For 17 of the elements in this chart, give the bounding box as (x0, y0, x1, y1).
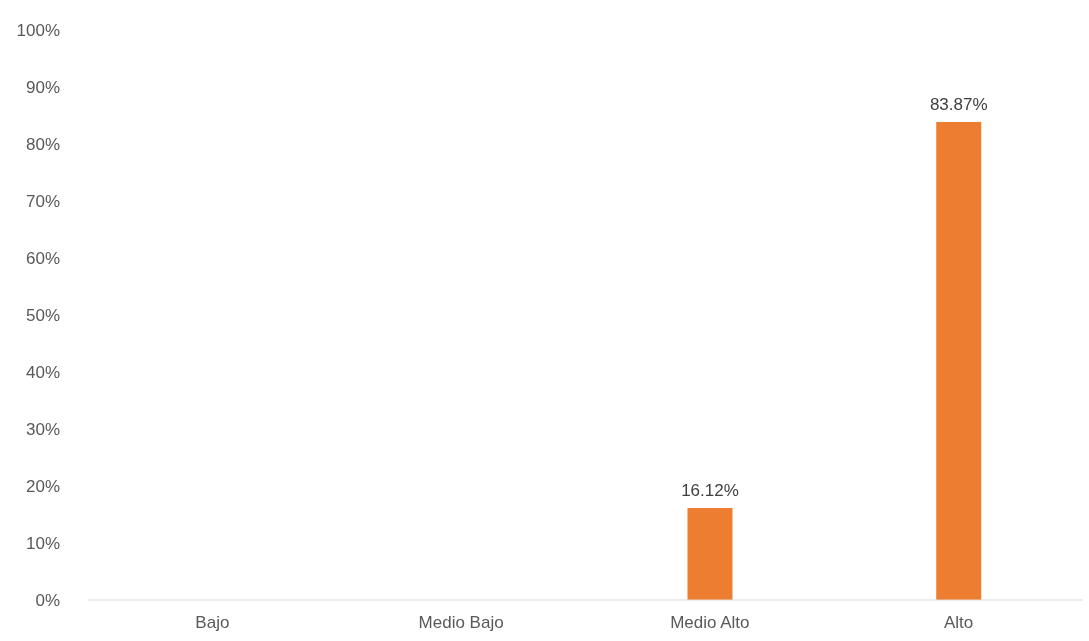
y-tick-label: 100% (16, 21, 60, 41)
data-label: 16.12% (681, 481, 739, 501)
x-tick-label: Bajo (195, 613, 230, 633)
y-tick-label: 90% (25, 78, 60, 98)
y-tick-label: 80% (25, 135, 60, 155)
y-tick-label: 10% (25, 534, 60, 554)
y-tick-label: 70% (25, 192, 60, 212)
x-tick-label: Medio Bajo (418, 613, 504, 633)
y-tick-label: 30% (25, 420, 60, 440)
y-tick-label: 40% (25, 363, 60, 383)
y-tick-label: 0% (35, 591, 60, 611)
y-tick-label: 20% (25, 477, 60, 497)
y-tick-label: 60% (25, 249, 60, 269)
x-tick-label: Alto (943, 613, 974, 633)
y-tick-label: 50% (25, 306, 60, 326)
data-label: 83.87% (929, 94, 988, 114)
x-tick-label: Medio Alto (670, 613, 750, 633)
